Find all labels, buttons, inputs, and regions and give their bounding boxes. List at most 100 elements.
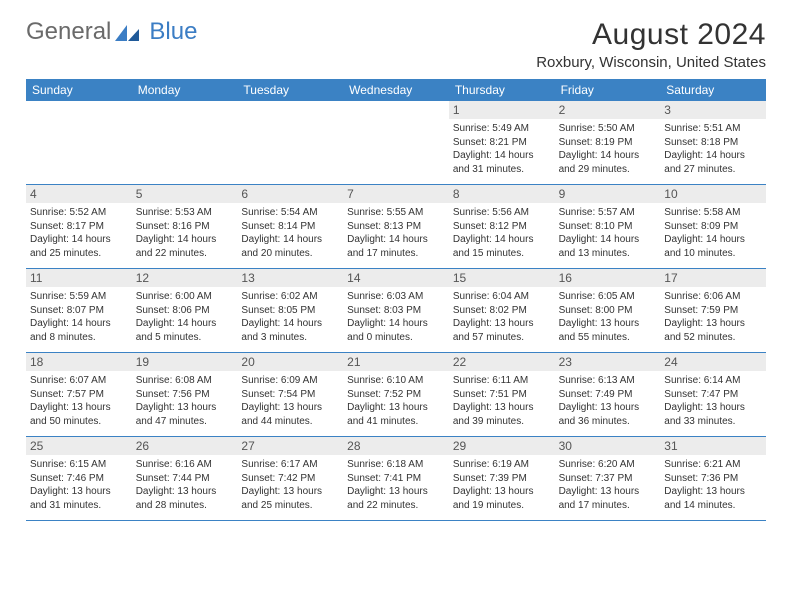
sunrise-text: Sunrise: 5:57 AM — [559, 206, 657, 220]
daylight-text: Daylight: 13 hours and 17 minutes. — [559, 485, 657, 512]
calendar-cell: 30Sunrise: 6:20 AMSunset: 7:37 PMDayligh… — [555, 437, 661, 521]
sunrise-text: Sunrise: 5:53 AM — [136, 206, 234, 220]
day-details: Sunrise: 5:54 AMSunset: 8:14 PMDaylight:… — [237, 203, 343, 264]
calendar-cell: 20Sunrise: 6:09 AMSunset: 7:54 PMDayligh… — [237, 353, 343, 437]
day-details: Sunrise: 5:55 AMSunset: 8:13 PMDaylight:… — [343, 203, 449, 264]
daylight-text: Daylight: 13 hours and 31 minutes. — [30, 485, 128, 512]
sunrise-text: Sunrise: 6:11 AM — [453, 374, 551, 388]
day-number: 22 — [449, 353, 555, 371]
sunrise-text: Sunrise: 5:50 AM — [559, 122, 657, 136]
title-block: August 2024 Roxbury, Wisconsin, United S… — [536, 18, 766, 71]
sunrise-text: Sunrise: 6:05 AM — [559, 290, 657, 304]
calendar-cell: 18Sunrise: 6:07 AMSunset: 7:57 PMDayligh… — [26, 353, 132, 437]
sunset-text: Sunset: 7:41 PM — [347, 472, 445, 486]
day-details: Sunrise: 6:20 AMSunset: 7:37 PMDaylight:… — [555, 455, 661, 516]
day-number: 5 — [132, 185, 238, 203]
calendar-cell: 15Sunrise: 6:04 AMSunset: 8:02 PMDayligh… — [449, 269, 555, 353]
sunrise-text: Sunrise: 6:20 AM — [559, 458, 657, 472]
calendar-cell: 8Sunrise: 5:56 AMSunset: 8:12 PMDaylight… — [449, 185, 555, 269]
sunset-text: Sunset: 8:16 PM — [136, 220, 234, 234]
calendar-cell: 16Sunrise: 6:05 AMSunset: 8:00 PMDayligh… — [555, 269, 661, 353]
sunrise-text: Sunrise: 6:03 AM — [347, 290, 445, 304]
daylight-text: Daylight: 14 hours and 20 minutes. — [241, 233, 339, 260]
day-number: 11 — [26, 269, 132, 287]
daylight-text: Daylight: 14 hours and 27 minutes. — [664, 149, 762, 176]
sunset-text: Sunset: 8:10 PM — [559, 220, 657, 234]
day-number: 18 — [26, 353, 132, 371]
calendar-cell: 19Sunrise: 6:08 AMSunset: 7:56 PMDayligh… — [132, 353, 238, 437]
sunset-text: Sunset: 8:19 PM — [559, 136, 657, 150]
sunrise-text: Sunrise: 6:14 AM — [664, 374, 762, 388]
calendar-cell: 11Sunrise: 5:59 AMSunset: 8:07 PMDayligh… — [26, 269, 132, 353]
calendar-cell: 13Sunrise: 6:02 AMSunset: 8:05 PMDayligh… — [237, 269, 343, 353]
sunset-text: Sunset: 7:49 PM — [559, 388, 657, 402]
daylight-text: Daylight: 14 hours and 0 minutes. — [347, 317, 445, 344]
daylight-text: Daylight: 14 hours and 8 minutes. — [30, 317, 128, 344]
calendar-cell: 4Sunrise: 5:52 AMSunset: 8:17 PMDaylight… — [26, 185, 132, 269]
sunset-text: Sunset: 7:59 PM — [664, 304, 762, 318]
weekday-header: Wednesday — [343, 79, 449, 101]
sunset-text: Sunset: 8:12 PM — [453, 220, 551, 234]
daylight-text: Daylight: 13 hours and 22 minutes. — [347, 485, 445, 512]
sunrise-text: Sunrise: 5:54 AM — [241, 206, 339, 220]
day-details: Sunrise: 6:11 AMSunset: 7:51 PMDaylight:… — [449, 371, 555, 432]
logo-sail-icon — [113, 22, 141, 42]
month-title: August 2024 — [536, 18, 766, 52]
day-number: 1 — [449, 101, 555, 119]
day-number: 15 — [449, 269, 555, 287]
day-details: Sunrise: 5:57 AMSunset: 8:10 PMDaylight:… — [555, 203, 661, 264]
daylight-text: Daylight: 13 hours and 47 minutes. — [136, 401, 234, 428]
day-number: 13 — [237, 269, 343, 287]
weekday-header: Saturday — [660, 79, 766, 101]
logo-text-blue: Blue — [149, 18, 197, 46]
daylight-text: Daylight: 14 hours and 15 minutes. — [453, 233, 551, 260]
calendar-cell: 22Sunrise: 6:11 AMSunset: 7:51 PMDayligh… — [449, 353, 555, 437]
sunrise-text: Sunrise: 6:17 AM — [241, 458, 339, 472]
daylight-text: Daylight: 13 hours and 55 minutes. — [559, 317, 657, 344]
sunset-text: Sunset: 8:06 PM — [136, 304, 234, 318]
calendar-cell: 21Sunrise: 6:10 AMSunset: 7:52 PMDayligh… — [343, 353, 449, 437]
sunrise-text: Sunrise: 6:13 AM — [559, 374, 657, 388]
day-details: Sunrise: 5:53 AMSunset: 8:16 PMDaylight:… — [132, 203, 238, 264]
weekday-header: Tuesday — [237, 79, 343, 101]
daylight-text: Daylight: 14 hours and 25 minutes. — [30, 233, 128, 260]
day-details: Sunrise: 6:07 AMSunset: 7:57 PMDaylight:… — [26, 371, 132, 432]
calendar-cell: 25Sunrise: 6:15 AMSunset: 7:46 PMDayligh… — [26, 437, 132, 521]
calendar-cell — [132, 101, 238, 185]
logo: General Blue — [26, 18, 197, 46]
sunset-text: Sunset: 7:52 PM — [347, 388, 445, 402]
day-number: 6 — [237, 185, 343, 203]
day-details: Sunrise: 6:09 AMSunset: 7:54 PMDaylight:… — [237, 371, 343, 432]
day-number: 3 — [660, 101, 766, 119]
day-details: Sunrise: 6:21 AMSunset: 7:36 PMDaylight:… — [660, 455, 766, 516]
calendar-cell: 23Sunrise: 6:13 AMSunset: 7:49 PMDayligh… — [555, 353, 661, 437]
day-details: Sunrise: 6:14 AMSunset: 7:47 PMDaylight:… — [660, 371, 766, 432]
sunrise-text: Sunrise: 6:16 AM — [136, 458, 234, 472]
sunset-text: Sunset: 8:00 PM — [559, 304, 657, 318]
daylight-text: Daylight: 13 hours and 19 minutes. — [453, 485, 551, 512]
daylight-text: Daylight: 14 hours and 31 minutes. — [453, 149, 551, 176]
sunset-text: Sunset: 8:02 PM — [453, 304, 551, 318]
day-number: 23 — [555, 353, 661, 371]
calendar-cell — [343, 101, 449, 185]
daylight-text: Daylight: 13 hours and 39 minutes. — [453, 401, 551, 428]
day-number: 4 — [26, 185, 132, 203]
day-details: Sunrise: 6:00 AMSunset: 8:06 PMDaylight:… — [132, 287, 238, 348]
calendar-cell: 24Sunrise: 6:14 AMSunset: 7:47 PMDayligh… — [660, 353, 766, 437]
day-number: 29 — [449, 437, 555, 455]
sunset-text: Sunset: 7:54 PM — [241, 388, 339, 402]
calendar-cell: 3Sunrise: 5:51 AMSunset: 8:18 PMDaylight… — [660, 101, 766, 185]
day-details: Sunrise: 6:02 AMSunset: 8:05 PMDaylight:… — [237, 287, 343, 348]
day-details: Sunrise: 6:18 AMSunset: 7:41 PMDaylight:… — [343, 455, 449, 516]
calendar-cell: 26Sunrise: 6:16 AMSunset: 7:44 PMDayligh… — [132, 437, 238, 521]
day-number: 7 — [343, 185, 449, 203]
sunset-text: Sunset: 7:46 PM — [30, 472, 128, 486]
sunrise-text: Sunrise: 5:55 AM — [347, 206, 445, 220]
day-details: Sunrise: 6:16 AMSunset: 7:44 PMDaylight:… — [132, 455, 238, 516]
daylight-text: Daylight: 14 hours and 5 minutes. — [136, 317, 234, 344]
day-details: Sunrise: 6:19 AMSunset: 7:39 PMDaylight:… — [449, 455, 555, 516]
calendar-cell: 9Sunrise: 5:57 AMSunset: 8:10 PMDaylight… — [555, 185, 661, 269]
day-number: 20 — [237, 353, 343, 371]
calendar-cell: 10Sunrise: 5:58 AMSunset: 8:09 PMDayligh… — [660, 185, 766, 269]
calendar-cell: 5Sunrise: 5:53 AMSunset: 8:16 PMDaylight… — [132, 185, 238, 269]
